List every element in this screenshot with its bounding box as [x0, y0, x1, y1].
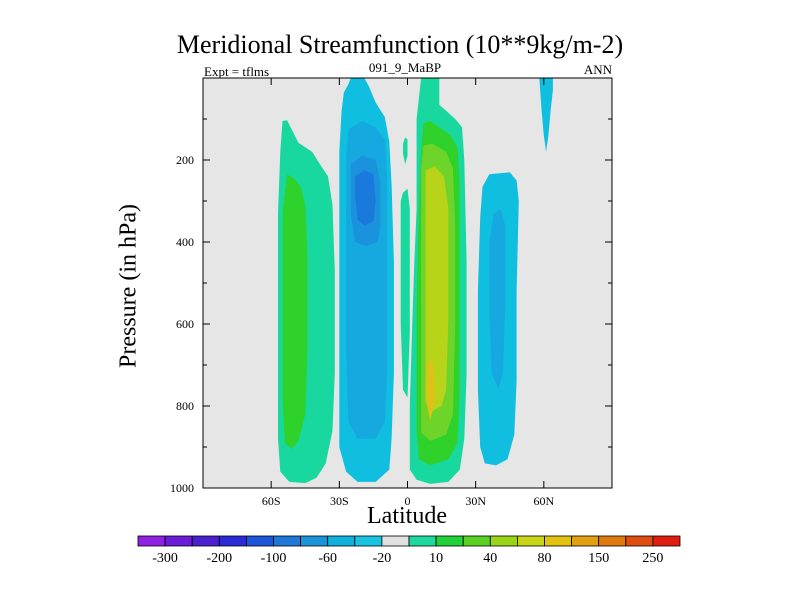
colorbar-box [435, 535, 464, 547]
contour-d4 [425, 166, 449, 413]
colorbar-label: -20 [373, 551, 392, 566]
y-tick-label: 600 [176, 317, 194, 331]
colorbar-label: 250 [642, 551, 663, 566]
x-axis-label: Latitude [367, 503, 447, 529]
experiment-label: Expt = tflms [204, 64, 270, 79]
x-tick-label: 0 [405, 494, 411, 508]
contour-a2 [282, 174, 308, 450]
contour-c1 [403, 137, 408, 165]
colorbar-box [273, 535, 302, 547]
colorbar-label: 80 [538, 551, 552, 566]
case-label: 091_9_MaBP [368, 60, 442, 75]
colorbar-box [327, 535, 356, 547]
colorbar-box [489, 535, 518, 547]
axis-ticks: 60S 30S 0 30N 60N 200 400 600 800 1000 [170, 78, 612, 508]
y-tick-label: 1000 [170, 481, 194, 495]
season-label: ANN [583, 62, 612, 77]
colorbar-box [571, 535, 600, 547]
colorbar-label: 10 [429, 551, 443, 566]
contour-b4 [355, 170, 376, 226]
contour-e2 [489, 209, 506, 390]
colorbar-box [191, 535, 220, 547]
x-tick-label: 30S [330, 494, 349, 508]
contour-d5 [425, 360, 435, 421]
colorbar-label: 150 [588, 551, 609, 566]
colorbar-label: -300 [152, 551, 178, 566]
colorbar-box [462, 535, 491, 547]
colorbar-label: 40 [483, 551, 497, 566]
colorbar-box [544, 535, 573, 547]
contour-c2 [400, 188, 410, 398]
colorbar-box [381, 535, 410, 547]
contour-layer [278, 78, 553, 484]
colorbar-label: -200 [206, 551, 232, 566]
x-tick-label: 30N [465, 494, 486, 508]
colorbar-box [137, 535, 166, 547]
y-tick-label: 400 [176, 235, 194, 249]
colorbar-box [300, 535, 329, 547]
chart-title: Meridional Streamfunction (10**9kg/m-2) [176, 30, 624, 59]
x-tick-label: 60S [262, 494, 281, 508]
contour-f1 [539, 78, 553, 152]
colorbar-box [598, 535, 627, 547]
x-tick-label: 60N [533, 494, 554, 508]
colorbar: -300 -200 -100 -60 -20 10 40 80 150 250 [137, 535, 681, 566]
colorbar-box [164, 535, 193, 547]
colorbar-box [245, 535, 274, 547]
y-tick-label: 800 [176, 399, 194, 413]
colorbar-label: -60 [318, 551, 337, 566]
colorbar-box [354, 535, 383, 547]
colorbar-box [408, 535, 437, 547]
colorbar-box [625, 535, 654, 547]
colorbar-label: -100 [261, 551, 287, 566]
y-tick-label: 200 [176, 153, 194, 167]
colorbar-box [218, 535, 247, 547]
colorbar-box [517, 535, 545, 547]
colorbar-box [652, 535, 681, 547]
